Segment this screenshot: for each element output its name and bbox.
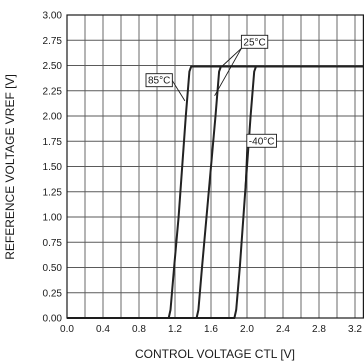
grid xyxy=(67,15,364,318)
annotation: 85°C xyxy=(145,73,186,102)
annotation-leader xyxy=(214,48,242,97)
y-tick-label: 2.50 xyxy=(43,61,63,72)
y-tick-label: 3.00 xyxy=(43,11,63,22)
y-tick-label: 1.00 xyxy=(43,213,63,224)
x-tick-label: 0.8 xyxy=(132,324,146,335)
y-tick-label: 0.00 xyxy=(43,314,63,325)
x-axis-title: CONTROL VOLTAGE CTL [V] xyxy=(135,347,295,361)
annotation-leader xyxy=(221,47,242,67)
annotation: 25°C xyxy=(214,34,269,97)
annotations: 25°C 85°C -40°C xyxy=(145,34,277,187)
x-tick-label: 0.4 xyxy=(96,324,110,335)
x-tick-label: 0.0 xyxy=(60,324,74,335)
y-tick-label: 2.25 xyxy=(43,86,63,97)
annotation-box xyxy=(145,73,173,88)
annotation: -40°C xyxy=(244,133,277,187)
y-axis-title: REFERENCE VOLTAGE VREF [V] xyxy=(3,74,17,260)
series-line xyxy=(67,65,364,319)
y-tick-label: 2.00 xyxy=(43,112,63,123)
x-tick-label: 3.2 xyxy=(348,324,362,335)
y-tick-labels: 0.00 0.25 0.50 0.75 1.00 1.25 1.50 1.75 2.00 2.25… xyxy=(43,11,63,325)
annotation-box xyxy=(246,133,277,148)
x-tick-labels: 0.0 0.4 0.8 1.2 1.6 2.0 2.4 2.8 3.2 xyxy=(60,324,362,335)
x-tick-label: 2.0 xyxy=(240,324,254,335)
x-tick-label: 1.2 xyxy=(168,324,182,335)
annotation-leader xyxy=(171,80,186,102)
x-tick-label: 2.8 xyxy=(312,324,326,335)
y-tick-label: 1.25 xyxy=(43,187,63,198)
y-tick-label: 1.75 xyxy=(43,137,63,148)
y-tick-label: 0.50 xyxy=(43,263,63,274)
x-tick-label: 2.4 xyxy=(276,324,290,335)
y-tick-label: 2.75 xyxy=(43,36,63,47)
annotation-leader xyxy=(244,147,248,187)
x-tick-label: 1.6 xyxy=(204,324,218,335)
series-line xyxy=(67,65,364,319)
annotation-label: -40°C xyxy=(249,136,275,147)
plot-frame xyxy=(66,14,364,319)
annotation-label: 25°C xyxy=(243,37,265,48)
annotation-label: 85°C xyxy=(148,76,170,87)
y-tick-label: 1.50 xyxy=(43,162,63,173)
y-tick-label: 0.75 xyxy=(43,238,63,249)
annotation-box xyxy=(240,34,269,49)
series-line xyxy=(67,65,364,319)
series-lines xyxy=(67,65,364,319)
y-tick-label: 0.25 xyxy=(43,288,63,299)
